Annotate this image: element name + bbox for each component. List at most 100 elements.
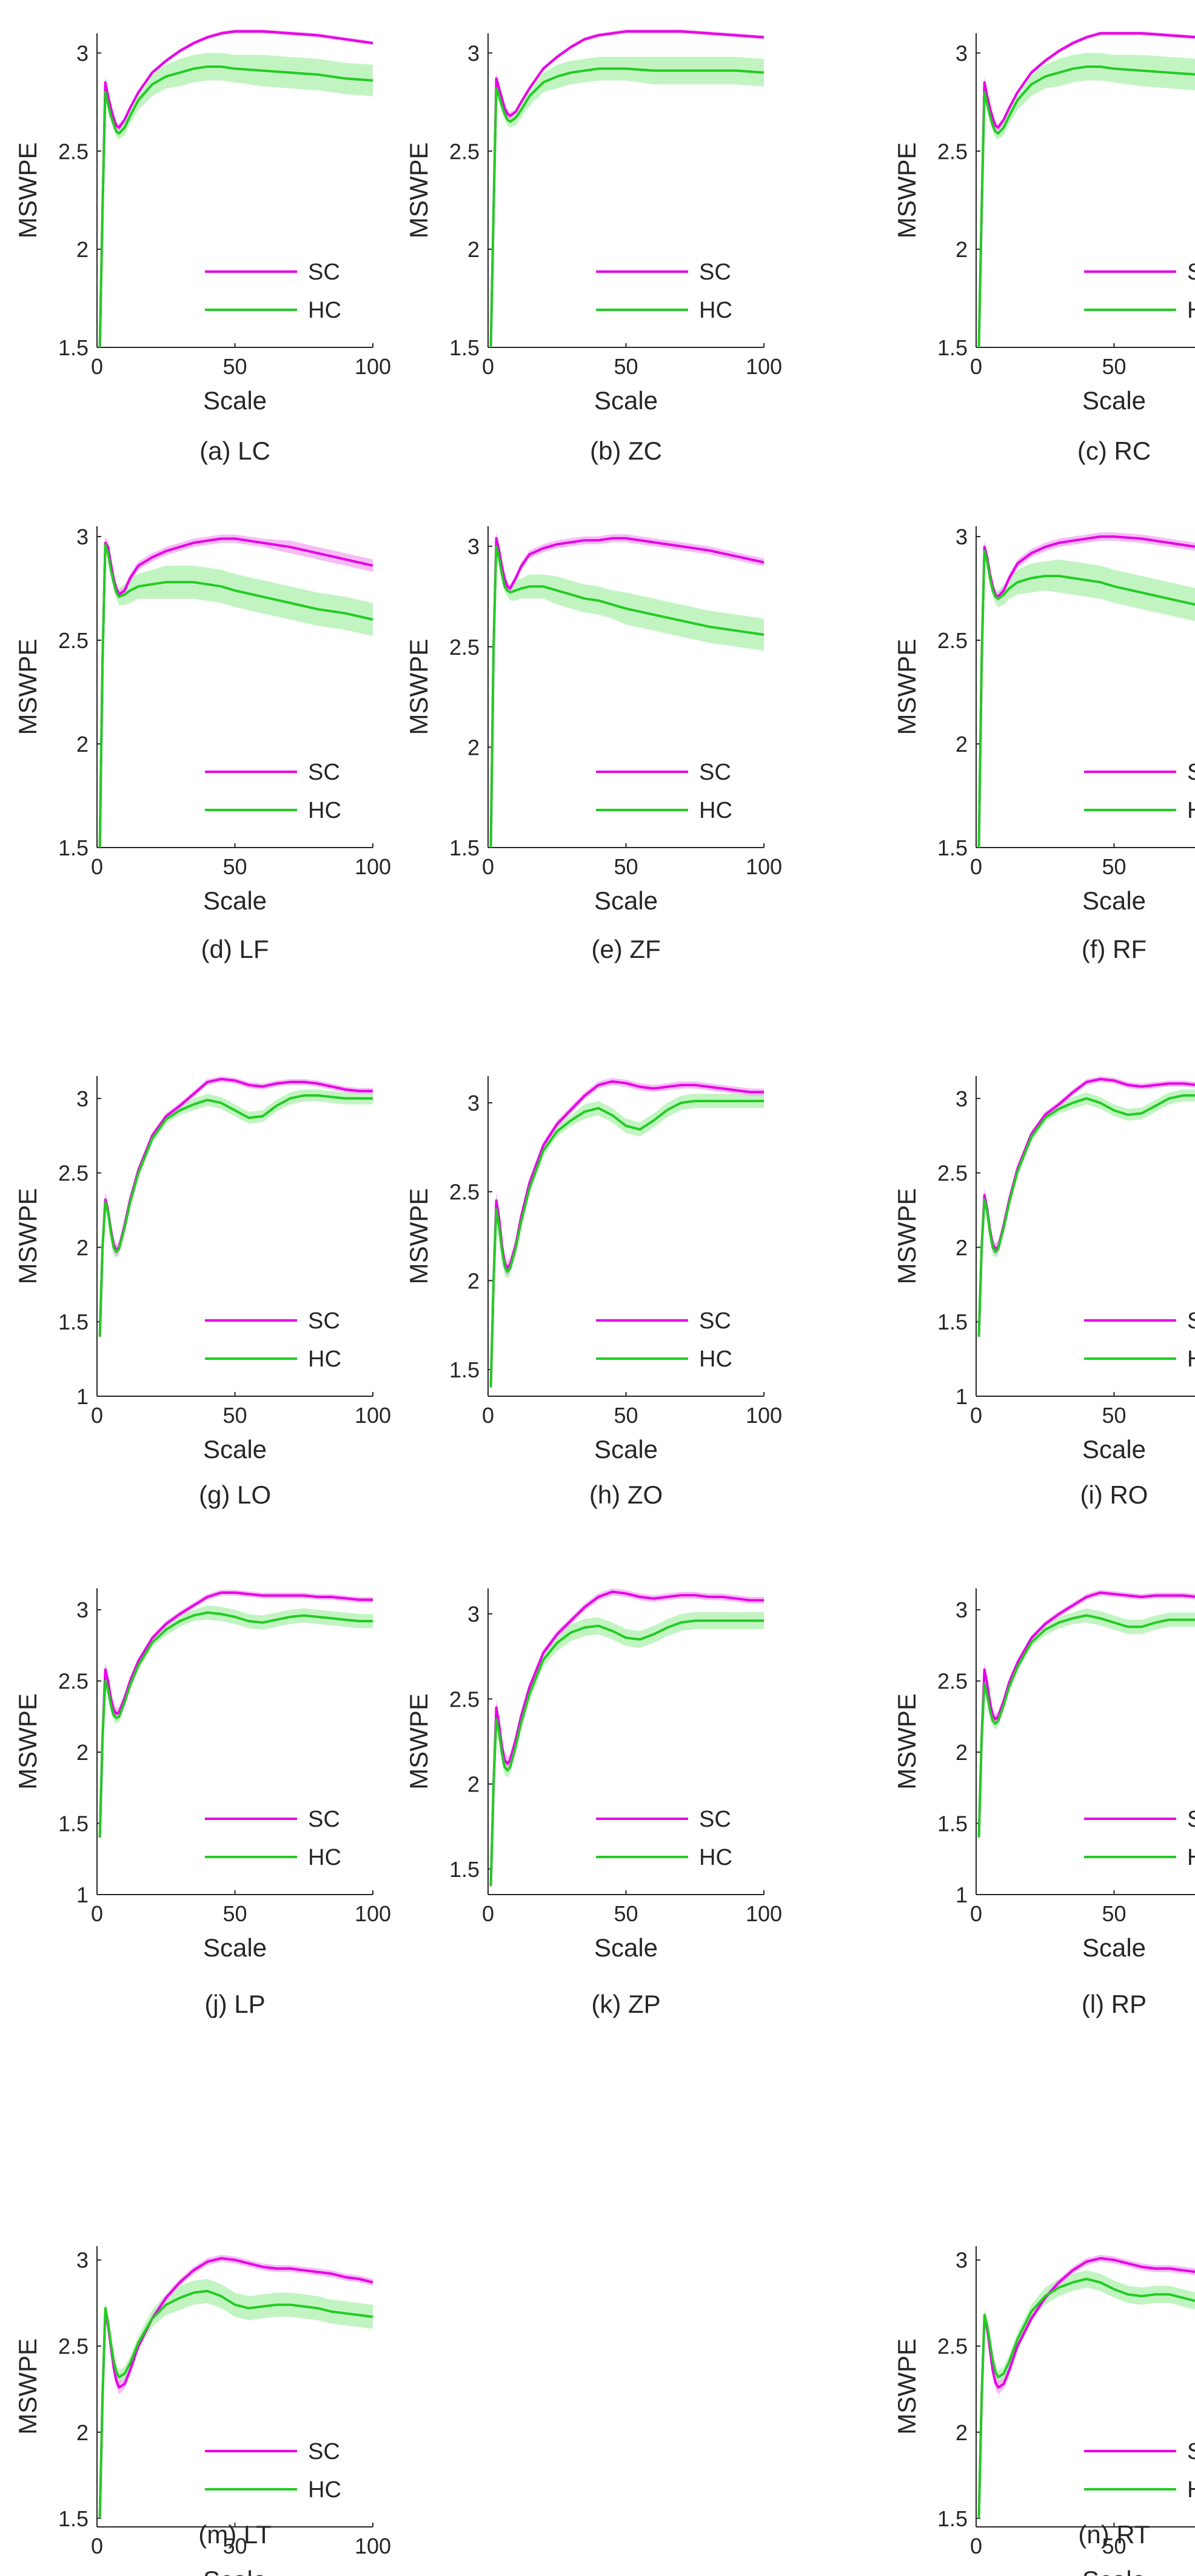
hc-confidence-band	[979, 1608, 1195, 1839]
chart-panel-5: 1.5 2 2.5 3 0 50 100 Scale MSWPE (e) ZF SC HC	[404, 526, 782, 963]
x-axis-label: Scale	[594, 1933, 658, 1962]
hc-confidence-band	[490, 540, 764, 850]
x-tick-label: 50	[614, 354, 638, 379]
sc-series-line	[977, 1591, 1195, 1838]
legend-label-hc: HC	[1187, 1347, 1195, 1372]
y-tick-label: 2.5	[449, 1687, 480, 1711]
y-tick-label: 2	[467, 1268, 480, 1293]
legend-label-sc: SC	[699, 259, 731, 285]
y-tick-label: 2	[467, 735, 480, 760]
y-tick-label: 1.5	[58, 335, 89, 360]
y-tick-label: 3	[956, 2248, 968, 2273]
y-tick-label: 2.5	[58, 1669, 89, 1694]
panel-caption: (g) LO	[199, 1480, 271, 1509]
y-axis-label: MSWPE	[404, 1188, 433, 1285]
y-tick-label: 3	[467, 1091, 480, 1116]
y-tick-label: 3	[956, 524, 968, 549]
x-tick-label: 0	[91, 1403, 103, 1428]
legend-label-hc: HC	[699, 798, 732, 823]
y-tick-label: 3	[76, 41, 89, 65]
y-tick-label: 2	[956, 237, 968, 262]
legend-label-sc: SC	[308, 259, 340, 285]
x-tick-label: 50	[223, 1901, 247, 1926]
panel-caption: (d) LF	[201, 935, 269, 963]
y-tick-label: 1.5	[58, 2506, 89, 2531]
x-axis-label: Scale	[203, 886, 267, 915]
panel-caption: (n) RT	[1078, 2520, 1150, 2549]
y-axis-label: MSWPE	[404, 142, 433, 239]
x-tick-label: 0	[482, 854, 494, 879]
x-tick-label: 0	[970, 2534, 982, 2558]
y-axis-label: MSWPE	[892, 639, 921, 735]
hc-confidence-band	[979, 2270, 1195, 2520]
panel-caption: (e) ZF	[591, 935, 660, 963]
y-axis-label: MSWPE	[13, 1188, 42, 1285]
x-axis-label: Scale	[1082, 886, 1146, 915]
sc-series-line	[489, 30, 765, 348]
x-tick-label: 100	[355, 1403, 391, 1428]
chart-panel-8: 1.5 2 2.5 3 0 50 100 Scale MSWPE (h) ZO SC HC	[404, 1076, 782, 1509]
sc-confidence-band	[979, 1076, 1195, 1339]
x-tick-label: 100	[746, 854, 782, 879]
x-tick-label: 50	[614, 1901, 638, 1926]
x-tick-label: 50	[614, 854, 638, 879]
y-tick-label: 3	[467, 1602, 480, 1627]
legend-label-hc: HC	[308, 1845, 341, 1870]
y-tick-label: 2	[956, 1235, 968, 1260]
chart-panel-2: 1.5 2 2.5 3 0 50 100 Scale MSWPE (b) ZC SC HC	[404, 29, 782, 465]
chart-panel-4: 1.5 2 2.5 3 0 50 100 Scale MSWPE (d) LF SC HC	[13, 524, 391, 963]
panel-caption: (c) RC	[1077, 437, 1151, 465]
chart-panel-11: 1.5 2 2.5 3 0 50 100 Scale MSWPE (k) ZP SC HC	[404, 1588, 782, 2018]
x-tick-label: 50	[1102, 1403, 1126, 1428]
legend-label-sc: SC	[1187, 259, 1195, 285]
sc-series-line	[977, 32, 1195, 348]
legend-label-sc: SC	[699, 1807, 731, 1832]
x-tick-label: 100	[355, 354, 391, 379]
x-axis-label: Scale	[203, 1435, 267, 1464]
legend-label-hc: HC	[1187, 2477, 1195, 2503]
hc-confidence-band	[99, 1605, 373, 1839]
legend-label-sc: SC	[1187, 2439, 1195, 2464]
x-tick-label: 50	[223, 1403, 247, 1428]
hc-series-line	[977, 2278, 1195, 2518]
legend-label-sc: SC	[1187, 1807, 1195, 1832]
panel-caption: (f) RF	[1082, 935, 1146, 963]
x-axis-label: Scale	[1082, 386, 1146, 415]
y-tick-label: 1.5	[449, 1857, 480, 1882]
y-tick-label: 1.5	[58, 1310, 89, 1334]
x-tick-label: 0	[970, 354, 982, 379]
y-tick-label: 2	[467, 237, 480, 262]
sc-series-line	[977, 1077, 1195, 1337]
hc-series-line	[489, 67, 765, 348]
x-axis-label: Scale	[1082, 1933, 1146, 1962]
sc-confidence-band	[99, 1590, 373, 1839]
y-tick-label: 2.5	[58, 139, 89, 164]
hc-series-line	[977, 1614, 1195, 1838]
y-tick-label: 1.5	[937, 2506, 968, 2531]
legend-label-sc: SC	[699, 760, 731, 785]
chart-panel-10: 1 1.5 2 2.5 3 0 50 100 Scale MSWPE (j) LP SC HC	[13, 1588, 391, 2018]
x-tick-label: 100	[355, 2534, 391, 2558]
legend-label-sc: SC	[308, 1308, 340, 1334]
y-tick-label: 3	[467, 534, 480, 559]
legend-label-sc: SC	[1187, 760, 1195, 785]
sc-series-line	[98, 1077, 373, 1337]
y-tick-label: 2.5	[937, 1669, 968, 1694]
y-tick-label: 2.5	[937, 1161, 968, 1186]
panel-caption: (a) LC	[199, 437, 270, 465]
panel-caption: (k) ZP	[591, 1990, 660, 2018]
panel-caption: (j) LP	[204, 1990, 265, 2018]
x-axis-label: Scale	[594, 1435, 658, 1464]
panel-caption: (b) ZC	[590, 437, 662, 465]
hc-series-line	[977, 65, 1195, 348]
y-tick-label: 3	[76, 1597, 89, 1622]
x-tick-label: 0	[482, 1901, 494, 1926]
x-tick-label: 50	[223, 354, 247, 379]
legend-label-hc: HC	[308, 798, 341, 823]
hc-series-line	[489, 1100, 764, 1388]
